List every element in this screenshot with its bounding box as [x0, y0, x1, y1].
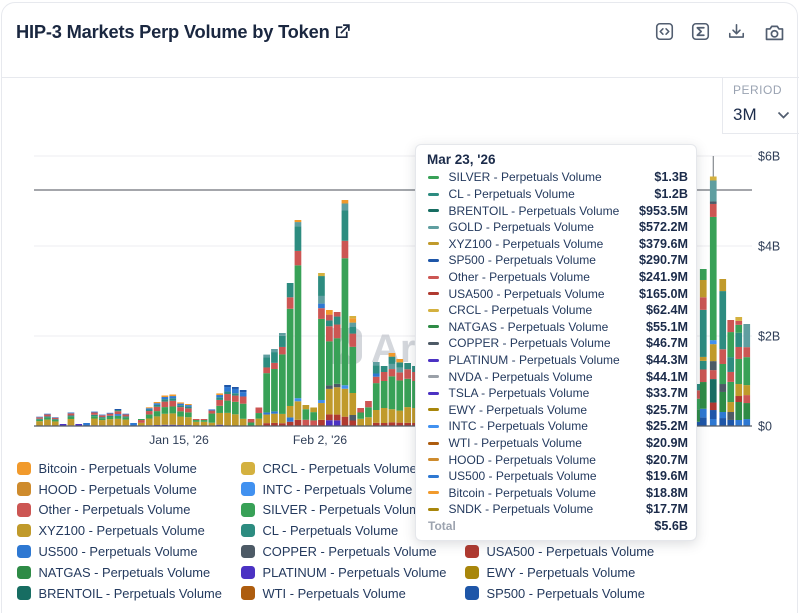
svg-text:$0: $0	[758, 420, 772, 434]
svg-text:$6B: $6B	[758, 150, 780, 164]
svg-text:$4B: $4B	[758, 240, 780, 254]
svg-text:$2B: $2B	[758, 330, 780, 344]
svg-text:Jan 15, '26: Jan 15, '26	[149, 433, 209, 447]
svg-text:Feb 2, '26: Feb 2, '26	[293, 433, 347, 447]
